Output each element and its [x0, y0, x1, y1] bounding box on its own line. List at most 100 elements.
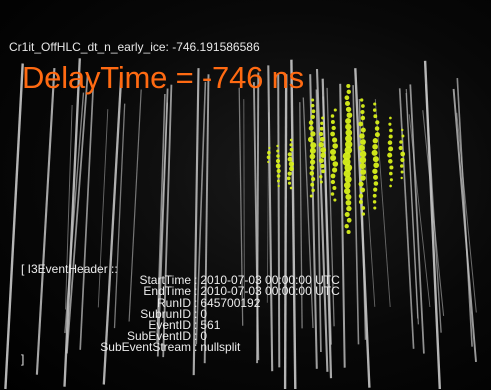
header-value: 0 — [200, 306, 208, 321]
dom-hit — [389, 171, 393, 176]
dom-hit — [345, 135, 353, 143]
dom-hit — [309, 194, 313, 198]
dom-hit — [308, 125, 314, 131]
dom-hit — [344, 211, 350, 218]
detector-string — [65, 104, 73, 310]
dom-hit — [345, 106, 352, 113]
dom-hit — [320, 121, 324, 125]
dom-hit — [371, 149, 378, 156]
dom-hit — [389, 116, 392, 120]
dom-hit — [276, 168, 281, 174]
detector-string — [79, 88, 94, 350]
dom-hit — [399, 140, 403, 144]
dom-hit — [344, 95, 350, 101]
dom-hit — [373, 187, 378, 192]
dom-hit — [372, 193, 377, 198]
dom-hit — [373, 181, 379, 186]
dom-hit — [321, 169, 326, 174]
dom-hit — [360, 109, 365, 115]
detector-string — [267, 65, 274, 372]
dom-hit — [318, 131, 324, 137]
detector-string — [243, 99, 245, 307]
detector-string — [156, 88, 169, 357]
dom-hit — [276, 149, 280, 153]
detector-string — [315, 68, 329, 372]
dom-hit — [360, 187, 366, 193]
dom-hit — [389, 165, 394, 170]
dom-hit — [320, 163, 325, 169]
header-row-endtime: EndTime:2010-07-03 00:00:00 UTC — [21, 284, 339, 299]
dom-hit — [345, 199, 352, 206]
header-row-runid: RunID:645700192 — [21, 296, 340, 309]
dom-hit — [342, 152, 351, 161]
dom-hit — [319, 158, 324, 164]
dom-hit — [359, 133, 365, 139]
dom-hit — [308, 120, 314, 125]
dom-hit — [287, 156, 293, 162]
header-key: SubEventStream — [100, 340, 191, 355]
header-key: SubrunID — [140, 306, 191, 321]
dom-hit — [333, 198, 337, 202]
dom-hit — [319, 180, 323, 184]
dom-hit — [289, 138, 293, 142]
dom-hit — [373, 114, 378, 119]
detector-string — [238, 87, 244, 326]
dom-hit — [358, 144, 365, 152]
dom-hit — [372, 156, 379, 163]
detector-string — [277, 73, 281, 368]
dom-hit — [310, 114, 316, 120]
dom-hit — [288, 161, 295, 167]
dom-hit — [345, 129, 353, 137]
event-header-close: ] — [21, 351, 25, 366]
dom-hit — [373, 206, 377, 210]
dom-hit — [358, 199, 363, 205]
dom-hit — [342, 157, 351, 166]
dom-hit — [360, 115, 366, 121]
detector-string — [456, 112, 477, 313]
header-value: 561 — [200, 318, 221, 333]
dom-hit — [360, 127, 366, 133]
dom-hit — [268, 146, 271, 150]
dom-hit — [374, 132, 380, 138]
dom-hit — [310, 142, 317, 149]
dom-hit — [320, 147, 327, 153]
dom-hit — [345, 123, 352, 131]
dom-hit — [372, 138, 378, 144]
dom-hit — [330, 131, 335, 137]
detector-string — [102, 73, 123, 385]
detector-string — [97, 109, 109, 308]
header-value: 0 — [200, 329, 208, 344]
detector-string — [452, 88, 477, 362]
dom-hit — [330, 120, 335, 124]
dom-hit — [267, 160, 270, 164]
detector-string — [456, 78, 473, 347]
dom-hit — [310, 103, 315, 108]
dom-hit — [309, 171, 315, 176]
dom-hit — [360, 98, 364, 102]
dom-hit — [344, 163, 353, 172]
detector-string — [299, 102, 303, 329]
dom-hit — [344, 187, 351, 195]
detector-string — [398, 88, 415, 349]
detector-string — [283, 74, 288, 390]
detector-string — [339, 83, 346, 368]
dom-hit — [346, 83, 351, 89]
dom-hit — [358, 181, 364, 187]
dom-hit — [277, 184, 280, 188]
dom-hit — [330, 154, 337, 162]
detector-string — [203, 74, 210, 364]
dom-hit — [358, 121, 364, 127]
dom-hit — [401, 128, 404, 132]
detector-string — [354, 68, 371, 388]
dom-hit — [387, 152, 393, 158]
detector-string — [192, 68, 200, 376]
dom-hit — [320, 152, 326, 158]
detector-string — [321, 78, 333, 379]
dom-hit — [329, 148, 337, 156]
detector-string — [326, 87, 335, 327]
detector-string — [128, 89, 142, 322]
header-key: EndTime — [143, 284, 191, 299]
event-caption: Cr1it_OffHLC_dt_n_early_ice: -746.191586… — [9, 40, 260, 54]
